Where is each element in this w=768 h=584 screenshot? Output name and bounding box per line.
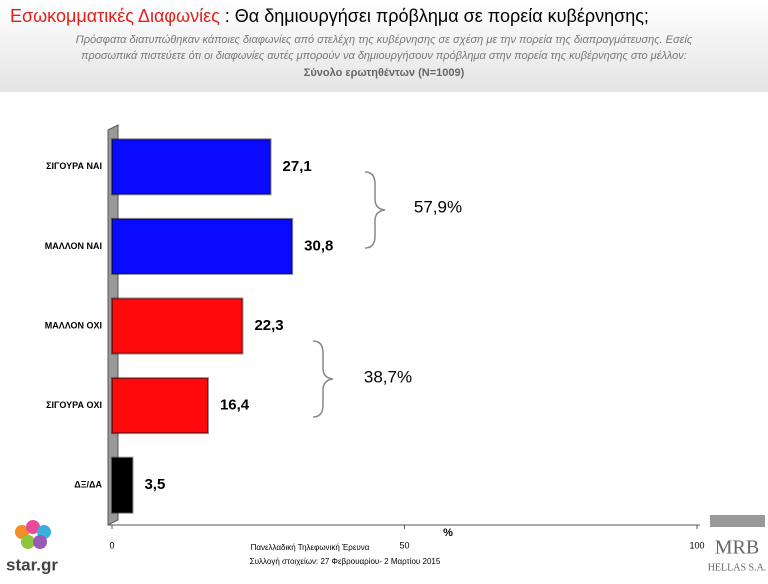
bar [111,456,134,514]
x-tick-label: 50 [399,540,409,550]
header-bg [0,0,768,92]
footer: Συλλογή στοιχείων: 27 Φεβρουαρίου- 2 Μαρ… [250,557,441,566]
y-tick-label: ΔΞ/ΔΑ [74,480,102,490]
subtitle: προσωπικά πιστεύετε ότι οι διαφωνίες αυτ… [81,50,687,62]
y-tick-label: ΜΑΛΛΟΝ ΟΧΙ [45,320,102,330]
y-tick-label: ΜΑΛΛΟΝ ΝΑΙ [45,241,102,251]
x-tick-label: 0 [109,540,114,550]
y-tick-label: ΣΙΓΟΥΡΑ ΟΧΙ [46,400,102,410]
brace [364,171,386,249]
logo-text: star.gr [6,555,58,574]
bar [111,217,294,275]
value-label: 30,8 [304,237,333,254]
value-label: 16,4 [220,397,250,414]
value-label: 22,3 [254,317,283,334]
value-label: 27,1 [283,158,312,175]
footer: Πανελλαδική Τηλεφωνική Έρευνα [251,543,370,552]
brace [312,340,334,418]
mrb-bar [710,515,765,527]
value-label: 3,5 [144,476,165,493]
y-tick-label: ΣΙΓΟΥΡΑ ΝΑΙ [46,161,102,171]
annotation: 38,7% [364,367,412,386]
bar [111,377,209,435]
annotation: 57,9% [414,197,462,216]
logo-text: HELLAS S.A. [708,562,767,573]
subtitle: Πρόσφατα διατυπώθηκαν κάποιες διαφωνίες … [76,34,693,46]
x-tick-label: 100 [689,540,704,550]
title: Εσωκομματικές Διαφωνίες : Θα δημιουργήσε… [10,6,649,26]
star-logo [15,520,51,549]
bar [111,138,272,196]
subtitle: Σύνολο ερωτηθέντων (N=1009) [304,67,465,79]
logo-text: MRB [715,537,759,559]
bar [111,297,244,355]
x-axis-label: % [443,527,453,539]
